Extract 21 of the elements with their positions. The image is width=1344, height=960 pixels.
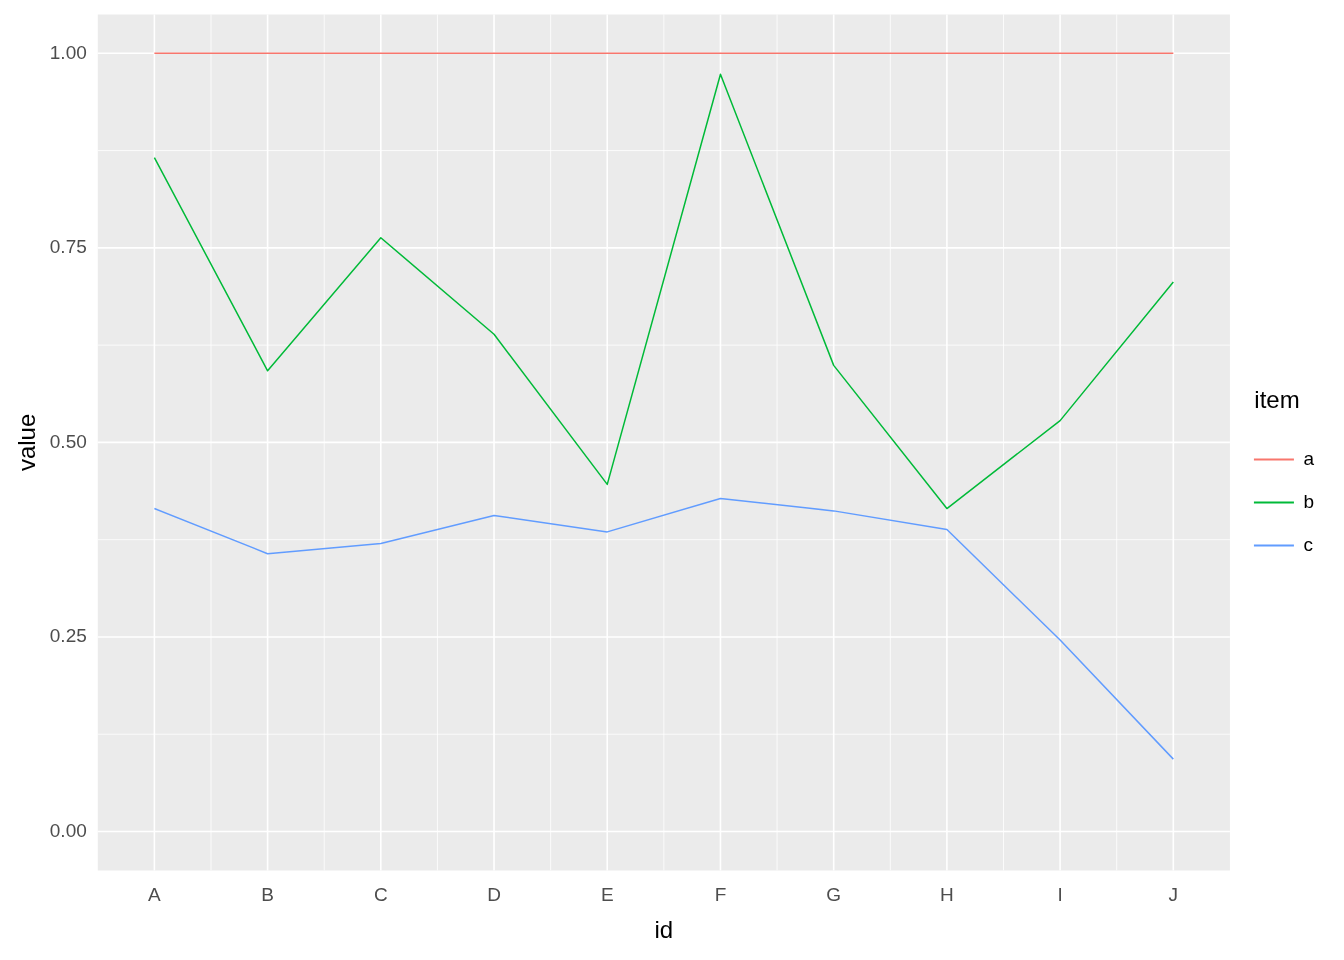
y-tick-label: 0.50 xyxy=(49,430,87,452)
y-axis-title: value xyxy=(13,413,41,472)
legend-title: item xyxy=(1254,385,1300,413)
x-tick-label: A xyxy=(148,884,162,906)
y-tick-label: 0.25 xyxy=(49,625,87,647)
x-axis-title: id xyxy=(654,916,674,944)
x-tick-label: E xyxy=(600,884,614,906)
y-tick-label: 1.00 xyxy=(49,41,87,63)
x-tick-label: F xyxy=(714,884,727,906)
x-tick-label: G xyxy=(826,884,842,906)
x-tick-label: J xyxy=(1168,884,1179,906)
x-tick-label: B xyxy=(261,884,274,906)
x-tick-label: H xyxy=(940,884,954,906)
x-tick-label: I xyxy=(1057,884,1063,906)
y-tick-label: 0.00 xyxy=(49,819,87,841)
x-tick-label: D xyxy=(487,884,501,906)
y-tick-label: 0.75 xyxy=(49,236,87,258)
x-tick-label: C xyxy=(373,884,388,906)
legend-label: c xyxy=(1303,533,1313,555)
legend-label: b xyxy=(1303,490,1315,512)
legend-label: a xyxy=(1303,447,1315,469)
